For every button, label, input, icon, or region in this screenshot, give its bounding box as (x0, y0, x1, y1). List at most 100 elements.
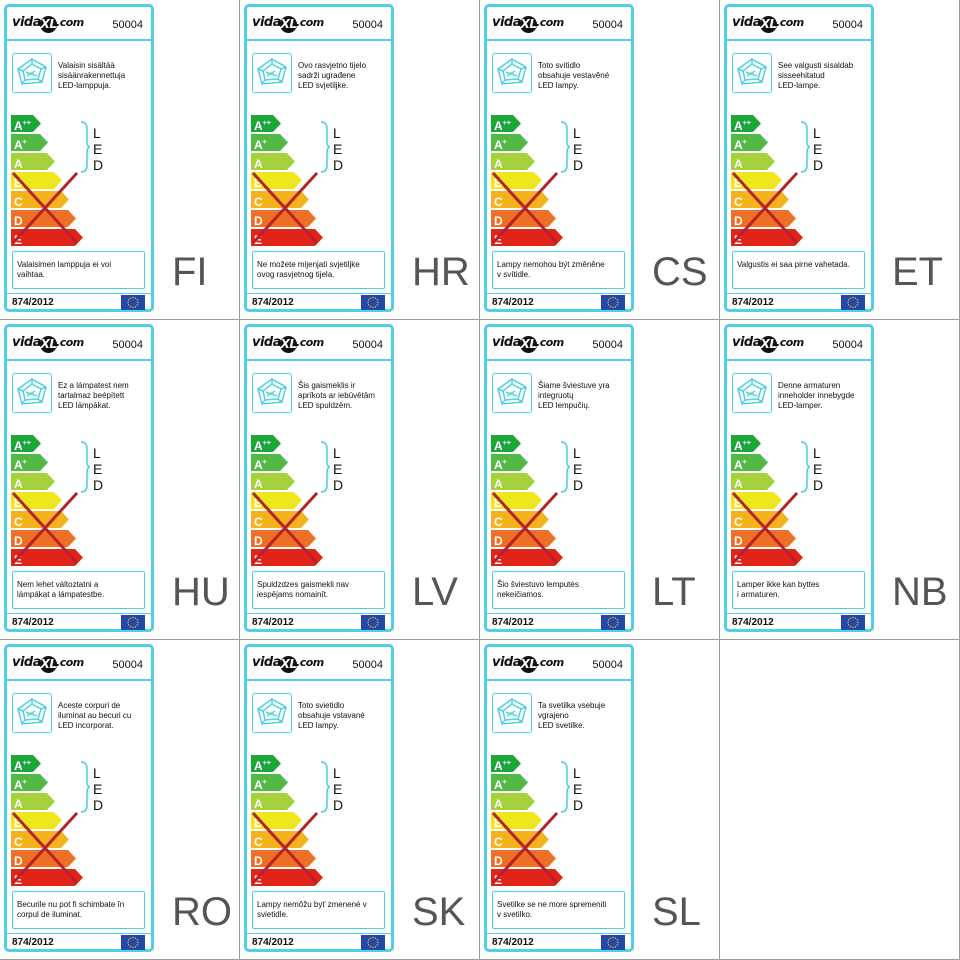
brace-icon (800, 121, 811, 173)
energy-class-bar: A++ (11, 755, 41, 772)
energy-class-sup: ++ (262, 760, 271, 767)
label-note: Valgustis ei saa pirne vahetada. (732, 251, 865, 289)
energy-label-card: vidaXL.com 50004 Ta svetilka vsebuje vgraj… (484, 644, 634, 952)
energy-class-letter: C (254, 515, 263, 529)
cross-out-icon (11, 811, 79, 885)
label-note: Lamper ikke kan byttes i armaturen. (732, 571, 865, 609)
energy-class-letter: A (14, 477, 23, 491)
divider (7, 293, 151, 294)
brand-mark: XL (520, 656, 538, 673)
energy-class-bar: E (11, 229, 83, 246)
label-note: Šio šviestuvo lemputės nekeičiamos. (492, 571, 625, 609)
energy-class-bar: A+ (11, 134, 48, 151)
energy-class-bar: A++ (251, 115, 281, 132)
energy-scale: A++ A+ A B C D E (491, 115, 563, 247)
brand-logo: vidaXL.com (732, 335, 804, 353)
energy-class-letter: D (734, 214, 743, 228)
lamp-icon (257, 378, 287, 405)
led-letter: L (573, 765, 581, 781)
model-number: 50004 (592, 339, 623, 351)
brand-name: vida (492, 335, 522, 350)
brand-logo: vidaXL.com (12, 335, 84, 353)
energy-class-sup: ++ (502, 760, 511, 767)
energy-class-bar: A++ (491, 755, 521, 772)
eu-flag-icon (841, 615, 865, 630)
energy-class-sup: ++ (262, 120, 271, 127)
language-code: LV (412, 570, 458, 614)
energy-class-letter: A (494, 439, 503, 453)
energy-class-letter: A (734, 458, 743, 472)
led-letter: E (93, 141, 103, 157)
energy-class-bar: A (731, 473, 775, 490)
lamp-icon-box (12, 373, 52, 413)
energy-class-sup: + (22, 139, 27, 146)
label-note: Lampy nemôžu byť zmenené v svietidle. (252, 891, 385, 929)
energy-class-bar: E (731, 229, 803, 246)
energy-class-letter: A (14, 157, 23, 171)
model-number: 50004 (352, 19, 383, 31)
energy-class-letter: C (254, 835, 263, 849)
led-letter: D (93, 797, 104, 813)
led-letter: E (93, 781, 103, 797)
language-code: LT (652, 570, 696, 614)
lamp-icon (497, 698, 527, 725)
label-description: Ovo rasvjetno tijelo sadrži ugrađene LED… (298, 61, 367, 90)
label-description: Aceste corpuri de iluminat au becuri cu … (58, 701, 132, 730)
divider (727, 293, 871, 294)
brand-mark: XL (760, 16, 778, 33)
cross-out-icon (491, 811, 559, 885)
energy-class-letter: B (254, 496, 263, 510)
energy-label-card: vidaXL.com 50004 Šiame šviestuve yra integ… (484, 324, 634, 632)
energy-class-bar: A+ (491, 454, 528, 471)
energy-class-letter: C (494, 195, 503, 209)
energy-label-card: vidaXL.com 50004 Valaisin sisältää sisäänr… (4, 4, 154, 312)
energy-class-bar: A+ (731, 134, 768, 151)
energy-class-bar: A+ (251, 134, 288, 151)
energy-class-bar: A++ (11, 435, 41, 452)
divider (487, 613, 631, 614)
divider (247, 39, 391, 41)
brand-logo: vidaXL.com (252, 15, 324, 33)
brand-logo: vidaXL.com (492, 655, 564, 673)
language-code: FI (172, 250, 208, 294)
divider (7, 613, 151, 614)
eu-flag-icon (841, 295, 865, 310)
lamp-icon-box (252, 53, 292, 93)
lamp-icon-box (732, 373, 772, 413)
energy-class-bar: A++ (491, 435, 521, 452)
label-note: Svetilke se ne more spremeniti v svetilk… (492, 891, 625, 929)
brace-icon (560, 761, 571, 813)
energy-class-sup: ++ (22, 120, 31, 127)
brace-icon (560, 121, 571, 173)
energy-class-sup: ++ (22, 760, 31, 767)
led-letter: L (93, 765, 101, 781)
energy-class-sup: + (742, 459, 747, 466)
label-description: Toto svítidlo obsahuje vestavěné LED lam… (538, 61, 610, 90)
lamp-icon-box (492, 693, 532, 733)
energy-label-card: vidaXL.com 50004 Šis gaismeklis ir aprīkot… (244, 324, 394, 632)
lamp-icon-box (12, 693, 52, 733)
energy-class-letter: E (14, 233, 23, 247)
energy-class-letter: C (734, 195, 743, 209)
energy-scale: A++ A+ A B C D E (11, 755, 83, 887)
cross-out-icon (491, 491, 559, 565)
energy-class-letter: E (254, 233, 263, 247)
lamp-icon-box (252, 373, 292, 413)
energy-class-letter: A (494, 138, 503, 152)
energy-class-letter: A (14, 797, 23, 811)
brand-name: vida (12, 655, 42, 670)
label-description: Denne armaturen inneholder innebygde LED… (778, 381, 855, 410)
model-number: 50004 (592, 659, 623, 671)
energy-class-bar: A (11, 153, 55, 170)
energy-class-sup: ++ (262, 440, 271, 447)
brand-name: vida (252, 335, 282, 350)
divider (727, 613, 871, 614)
brand-suffix: .com (296, 656, 324, 669)
energy-class-bar: E (11, 869, 83, 886)
label-description: Toto svietidlo obsahuje vstavané LED lam… (298, 701, 365, 730)
